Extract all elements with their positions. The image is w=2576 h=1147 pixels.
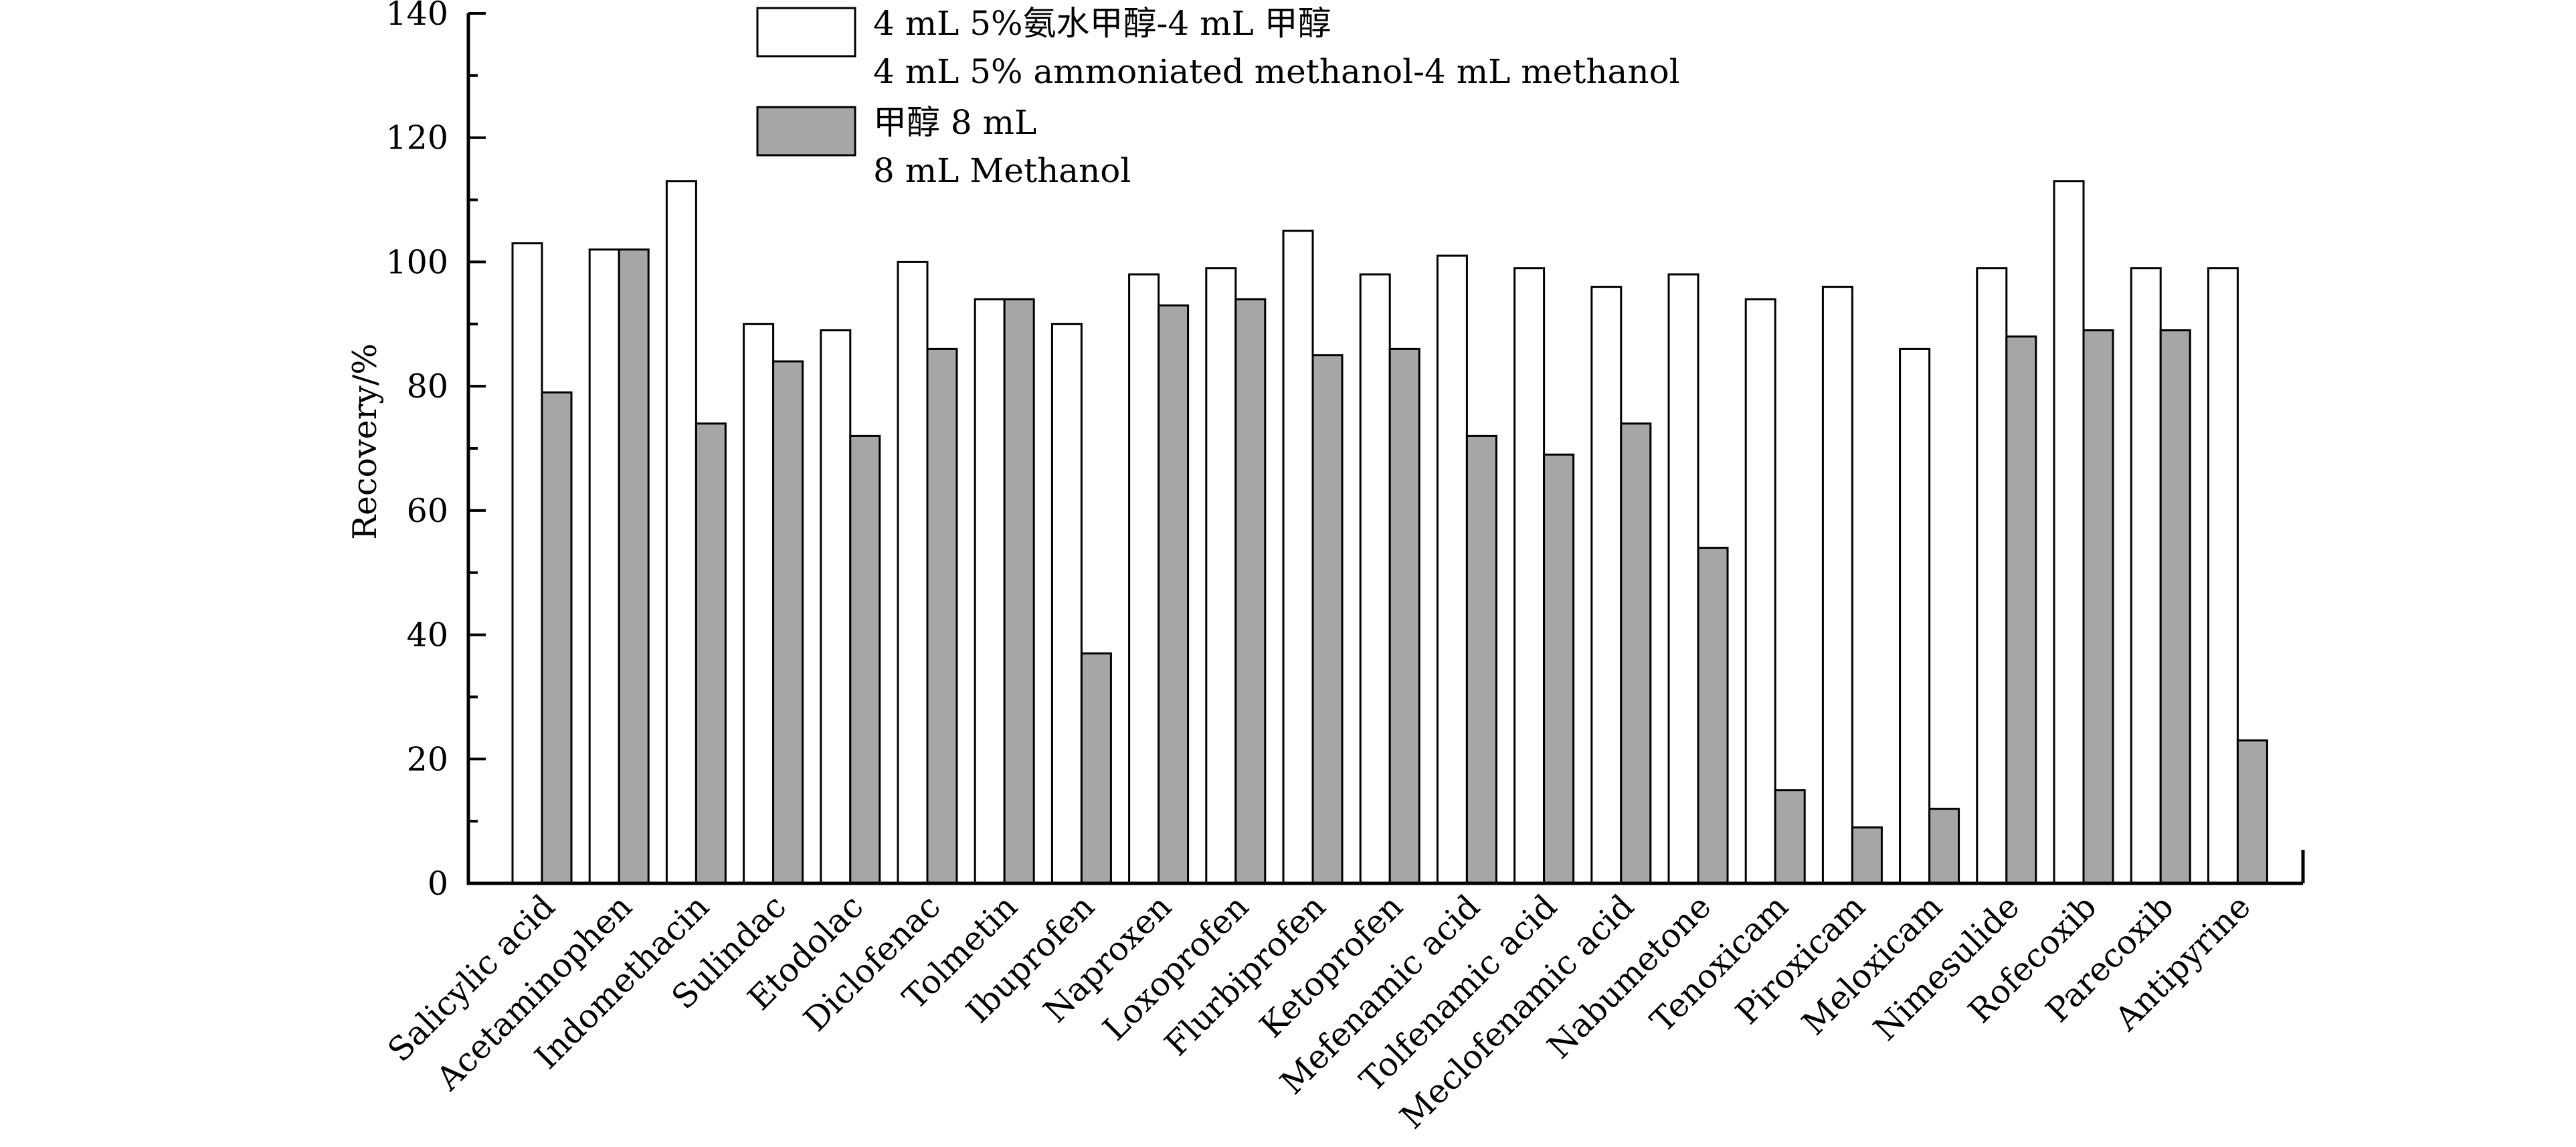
y-tick-label: 20: [407, 740, 448, 778]
bar-ammoniated-9: [1205, 267, 1237, 885]
bar-ammoniated-0: [511, 242, 543, 885]
bar-ammoniated-15: [1667, 273, 1699, 885]
bar-ammoniated-2: [665, 180, 697, 885]
bar-methanol-21: [2159, 329, 2191, 885]
bar-ammoniated-8: [1128, 273, 1160, 885]
bar-methanol-11: [1388, 347, 1420, 885]
bar-ammoniated-22: [2207, 267, 2239, 885]
bar-methanol-20: [2082, 329, 2114, 885]
bar-methanol-18: [1928, 808, 1960, 885]
bar-methanol-22: [2236, 739, 2268, 885]
bar-methanol-10: [1311, 354, 1344, 885]
bars-layer: [511, 180, 2268, 885]
bar-ammoniated-13: [1513, 267, 1546, 885]
bar-methanol-13: [1543, 453, 1575, 885]
bar-methanol-5: [926, 347, 958, 885]
bar-ammoniated-11: [1359, 273, 1391, 885]
y-tick-label: 40: [407, 616, 448, 654]
bar-methanol-7: [1080, 652, 1112, 885]
y-tick-label: 60: [407, 492, 448, 530]
legend: 4 mL 5%氨水甲醇-4 mL 甲醇 4 mL 5% ammoniated me…: [756, 4, 1680, 190]
bar-ammoniated-21: [2130, 267, 2162, 885]
bar-methanol-19: [2005, 335, 2037, 885]
legend-label-zh: 甲醇 8 mL: [873, 103, 1036, 142]
y-tick-label: 120: [385, 119, 448, 157]
bar-ammoniated-16: [1744, 298, 1776, 885]
bar-methanol-0: [541, 391, 573, 885]
bar-ammoniated-5: [897, 260, 929, 885]
bar-ammoniated-10: [1282, 230, 1314, 885]
y-axis-title: Recovery/%: [346, 343, 384, 540]
y-tick-label: 140: [385, 0, 448, 33]
bar-ammoniated-1: [588, 248, 620, 885]
y-tick-label: 80: [407, 367, 448, 406]
legend-swatch-ammoniated: [756, 7, 856, 58]
bar-methanol-16: [1774, 789, 1806, 885]
legend-label-zh: 4 mL 5%氨水甲醇-4 mL 甲醇: [873, 4, 1331, 43]
y-tick-label: 0: [428, 865, 448, 903]
bar-methanol-2: [695, 422, 727, 885]
bar-ammoniated-18: [1899, 347, 1931, 885]
axes-layer: [466, 12, 2305, 885]
bar-methanol-9: [1234, 298, 1267, 885]
bar-methanol-14: [1620, 422, 1652, 885]
bar-ammoniated-17: [1821, 286, 1853, 885]
bar-methanol-12: [1465, 434, 1497, 885]
bar-methanol-3: [772, 360, 804, 885]
bar-methanol-4: [849, 434, 881, 885]
bar-methanol-8: [1158, 304, 1190, 885]
bar-methanol-1: [618, 248, 650, 885]
bar-ammoniated-7: [1050, 323, 1083, 885]
bar-ammoniated-19: [1976, 267, 2008, 885]
bar-ammoniated-3: [743, 323, 775, 885]
legend-label-en: 8 mL Methanol: [873, 151, 1131, 190]
bar-ammoniated-14: [1590, 286, 1623, 885]
bar-ammoniated-20: [2053, 180, 2085, 885]
bar-methanol-15: [1697, 547, 1729, 885]
bar-methanol-17: [1851, 826, 1883, 885]
bar-ammoniated-4: [820, 329, 852, 885]
y-tick-label: 100: [385, 243, 448, 281]
legend-label-en: 4 mL 5% ammoniated methanol-4 mL methano…: [873, 52, 1680, 91]
bar-methanol-6: [1003, 298, 1035, 885]
legend-swatch-methanol: [756, 106, 856, 157]
bar-ammoniated-6: [974, 298, 1006, 885]
bar-ammoniated-12: [1436, 254, 1468, 885]
